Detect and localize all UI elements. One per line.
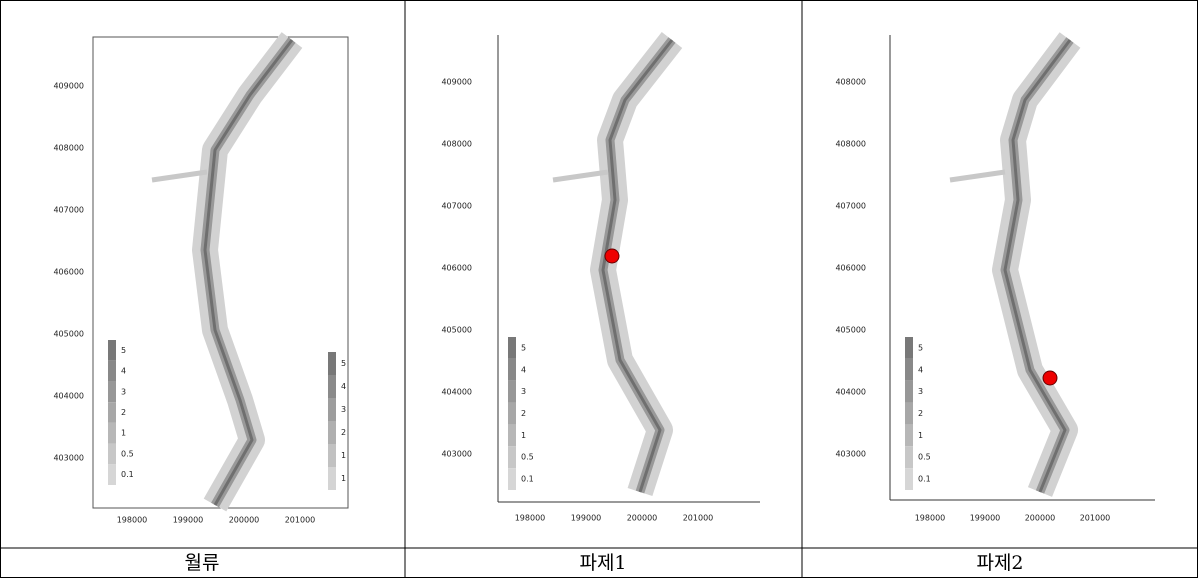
legend-label: 2 xyxy=(521,409,526,418)
legend-swatch xyxy=(108,402,116,423)
y-tick-label: 404000 xyxy=(835,388,866,397)
y-tick-label: 406000 xyxy=(53,268,84,277)
legend-label: 3 xyxy=(121,387,126,396)
y-tick-label: 408000 xyxy=(53,144,84,153)
x-tick-label: 198000 xyxy=(515,514,546,523)
y-tick-label: 405000 xyxy=(441,326,472,335)
x-tick-label: 200000 xyxy=(229,516,260,525)
legend-label: 4 xyxy=(918,365,923,374)
legend-label: 4 xyxy=(521,365,526,374)
legend-label: 1 xyxy=(341,474,346,483)
x-tick-label: 201000 xyxy=(1080,514,1111,523)
y-tick-label: 403000 xyxy=(53,454,84,463)
legend-swatch xyxy=(328,352,336,375)
legend-label: 5 xyxy=(918,343,923,352)
legend-swatch xyxy=(108,464,116,485)
legend-swatch xyxy=(508,446,516,468)
x-tick-label: 199000 xyxy=(173,516,204,525)
legend-swatch xyxy=(108,381,116,402)
y-tick-label: 405000 xyxy=(835,326,866,335)
legend-swatch xyxy=(905,403,913,425)
legend-swatch xyxy=(328,467,336,490)
legend-label: 0.5 xyxy=(121,449,134,458)
panel-caption: 파제1 xyxy=(579,552,626,574)
x-tick-label: 199000 xyxy=(970,514,1001,523)
y-tick-label: 405000 xyxy=(53,330,84,339)
tributary xyxy=(553,172,608,180)
x-tick-label: 199000 xyxy=(571,514,602,523)
legend-label: 5 xyxy=(521,343,526,352)
y-tick-label: 407000 xyxy=(441,202,472,211)
y-tick-label: 409000 xyxy=(441,78,472,87)
location-marker xyxy=(1043,371,1057,385)
x-tick-label: 200000 xyxy=(1025,514,1056,523)
legend-label: 2 xyxy=(341,428,346,437)
figure: 409000 408000 407000 406000 405000 404000 4030… xyxy=(0,0,1198,578)
legend-label: 3 xyxy=(918,387,923,396)
y-tick-label: 403000 xyxy=(441,450,472,459)
legend-swatch xyxy=(328,444,336,467)
legend-swatch xyxy=(508,359,516,381)
legend-label: 2 xyxy=(121,408,126,417)
y-tick-label: 409000 xyxy=(53,82,84,91)
legend-swatch xyxy=(328,398,336,421)
x-tick-label: 198000 xyxy=(117,516,148,525)
y-tick-label: 406000 xyxy=(835,264,866,273)
legend-label: 3 xyxy=(521,387,526,396)
tributary xyxy=(950,172,1005,180)
tributary xyxy=(152,172,207,180)
legend-label: 1 xyxy=(521,431,526,440)
legend-label: 1 xyxy=(121,429,126,438)
x-tick-label: 198000 xyxy=(915,514,946,523)
legend-swatch xyxy=(108,340,116,361)
legend-swatch xyxy=(508,337,516,359)
legend-label: 3 xyxy=(341,405,346,414)
legend-swatch xyxy=(905,359,913,381)
legend-swatch xyxy=(508,468,516,490)
y-tick-label: 408000 xyxy=(441,140,472,149)
legend-swatch xyxy=(508,381,516,403)
legend-label: 0.5 xyxy=(918,453,931,462)
legend-swatch xyxy=(508,403,516,425)
legend-label: 2 xyxy=(918,409,923,418)
x-tick-label: 201000 xyxy=(683,514,714,523)
location-marker xyxy=(605,249,619,263)
legend-label: 5 xyxy=(121,346,126,355)
legend-swatch xyxy=(108,444,116,465)
y-tick-label: 403000 xyxy=(835,450,866,459)
panel-caption: 월류 xyxy=(185,552,220,574)
legend-label: 0.1 xyxy=(121,470,134,479)
y-tick-label: 408000 xyxy=(835,140,866,149)
y-tick-label: 404000 xyxy=(53,392,84,401)
legend-swatch xyxy=(905,446,913,468)
legend-swatch xyxy=(328,375,336,398)
legend-swatch xyxy=(905,381,913,403)
x-tick-label: 200000 xyxy=(627,514,658,523)
legend-swatch xyxy=(108,361,116,382)
y-tick-label: 407000 xyxy=(53,206,84,215)
legend-label: 0.1 xyxy=(521,475,534,484)
legend-label: 0.1 xyxy=(918,475,931,484)
panel-caption: 파제2 xyxy=(976,552,1023,574)
legend-label: 1 xyxy=(341,451,346,460)
legend-swatch xyxy=(905,424,913,446)
y-tick-label: 404000 xyxy=(441,388,472,397)
legend-swatch xyxy=(905,468,913,490)
y-tick-label: 406000 xyxy=(441,264,472,273)
legend-swatch xyxy=(508,424,516,446)
legend-label: 0.5 xyxy=(521,453,534,462)
legend-swatch xyxy=(905,337,913,359)
legend-label: 1 xyxy=(918,431,923,440)
y-tick-label: 408000 xyxy=(835,78,866,87)
legend-swatch xyxy=(328,421,336,444)
legend-label: 5 xyxy=(341,359,346,368)
x-tick-label: 201000 xyxy=(285,516,316,525)
legend-swatch xyxy=(108,423,116,444)
legend-label: 4 xyxy=(121,367,126,376)
legend-label: 4 xyxy=(341,382,346,391)
y-tick-label: 407000 xyxy=(835,202,866,211)
